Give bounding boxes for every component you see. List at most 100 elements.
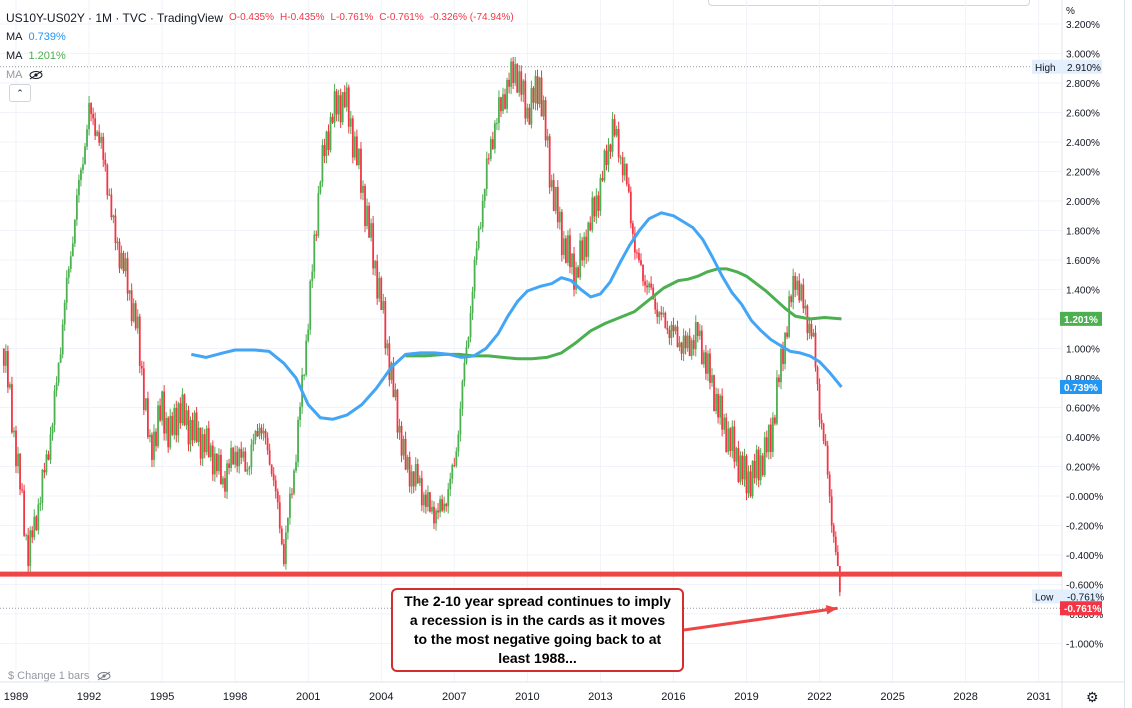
candle-body (224, 478, 226, 492)
candle-body (394, 389, 397, 398)
candle-body (161, 391, 163, 421)
candle-body (327, 131, 330, 150)
candle-body (830, 496, 833, 526)
candle-body (205, 428, 208, 453)
candle-body (175, 407, 178, 436)
candle-body (392, 362, 395, 398)
candle-body (666, 328, 669, 330)
candle-body (211, 445, 214, 475)
candle-body (433, 506, 435, 524)
candle-body (650, 283, 653, 288)
candle-body (579, 240, 582, 278)
x-tick-label: 2010 (515, 691, 539, 703)
y-tick-label: -0.600% (1066, 581, 1103, 592)
candle-body (794, 275, 797, 290)
candle-body (449, 478, 452, 490)
candle-body (414, 463, 417, 487)
candle-body (321, 145, 324, 183)
candle-body (177, 403, 180, 436)
candle-body (532, 87, 535, 103)
candle-body (640, 260, 642, 265)
candle-body (358, 148, 360, 166)
candle-body (396, 389, 399, 433)
candle-body (295, 461, 297, 471)
eye-hidden-icon[interactable] (97, 671, 111, 681)
ma-slow-row[interactable]: MA 1.201% (6, 46, 514, 65)
candle-body (351, 118, 354, 158)
candle-body (631, 223, 634, 234)
ma-slow-value: 1.201% (28, 49, 66, 62)
price-label-name: High (1035, 63, 1056, 74)
annotation-callout[interactable]: The 2-10 year spread continues to imply … (391, 588, 684, 672)
candle-body (642, 264, 644, 282)
gear-icon[interactable]: ⚙ (1086, 689, 1099, 705)
candle-body (256, 431, 259, 437)
candle-body (96, 131, 99, 136)
candle-body (222, 478, 224, 485)
candle-body (625, 163, 628, 185)
candle-body (536, 76, 539, 105)
symbol-label[interactable]: US10Y-US02Y · 1M · TVC · TradingView (6, 10, 223, 25)
candle-body (291, 493, 293, 495)
candle-body (201, 434, 204, 459)
candle-body (715, 394, 717, 412)
candle-body (447, 489, 450, 507)
y-tick-label: 1.400% (1066, 286, 1100, 297)
candle-body (53, 390, 56, 425)
x-tick-label: 2007 (442, 691, 466, 703)
candle-body (140, 365, 143, 369)
candle-body (502, 94, 504, 112)
candle-body (556, 186, 559, 223)
y-tick-label: 2.200% (1066, 168, 1100, 179)
candle-body (731, 426, 734, 451)
candle-body (443, 503, 446, 511)
candle-body (319, 182, 322, 194)
ma-hidden-row[interactable]: MA (6, 65, 514, 84)
candle-body (676, 326, 679, 348)
candle-body (680, 342, 683, 354)
candle-body (469, 312, 472, 338)
candle-body (700, 330, 703, 365)
y-tick-label: -1.000% (1066, 640, 1103, 651)
y-tick-label: 0.800% (1066, 374, 1100, 385)
candle-body (554, 186, 557, 211)
eye-hidden-icon[interactable] (29, 70, 43, 80)
candle-body (57, 362, 60, 383)
close-value: C-0.761% (379, 11, 424, 23)
bottom-status: $ Change 1 bars (8, 670, 111, 682)
candle-body (792, 275, 795, 303)
candle-body (80, 169, 82, 180)
candle-body (55, 382, 58, 391)
ma-fast-row[interactable]: MA 0.739% (6, 27, 514, 46)
candle-body (23, 490, 26, 536)
candle-body (788, 296, 791, 337)
right-toolbar-edge (1124, 0, 1132, 708)
candle-body (558, 211, 561, 223)
candle-body (822, 423, 825, 442)
candle-body (603, 150, 606, 181)
candle-body (242, 451, 245, 458)
candle-body (317, 193, 320, 236)
candle-body (149, 434, 151, 438)
candle-body (213, 453, 216, 475)
x-tick-label: 2013 (588, 691, 612, 703)
candle-body (617, 128, 620, 158)
candle-body (613, 119, 616, 136)
candle-body (19, 453, 21, 490)
candle-body (522, 80, 525, 95)
collapse-legend-button[interactable]: ⌃ (9, 84, 31, 102)
price-label-bg (1032, 589, 1102, 604)
candle-body (776, 377, 778, 424)
candle-body (230, 447, 232, 468)
candle-body (804, 305, 807, 309)
candle-body (9, 384, 11, 388)
candle-body (262, 430, 265, 434)
candle-body (124, 258, 127, 272)
candle-body (108, 194, 111, 196)
candle-body (404, 438, 407, 470)
candle-body (692, 340, 695, 350)
candle-body (672, 324, 675, 332)
candle-body (767, 424, 770, 453)
candle-body (757, 449, 760, 481)
x-tick-label: 2028 (953, 691, 977, 703)
